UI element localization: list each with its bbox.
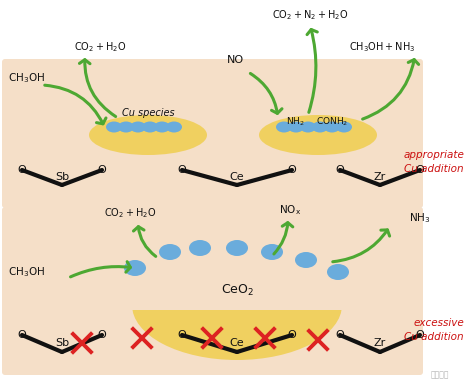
Text: O: O bbox=[288, 330, 296, 340]
Text: O: O bbox=[416, 165, 424, 175]
Text: Sb: Sb bbox=[55, 172, 69, 182]
Text: appropriate
Cu addition: appropriate Cu addition bbox=[403, 150, 464, 174]
Text: O: O bbox=[98, 330, 106, 340]
Text: $\mathregular{CH_3OH + NH_3}$: $\mathregular{CH_3OH + NH_3}$ bbox=[349, 40, 415, 54]
Text: $\mathregular{CH_3OH}$: $\mathregular{CH_3OH}$ bbox=[8, 265, 45, 279]
FancyBboxPatch shape bbox=[127, 250, 347, 310]
Text: Cu species: Cu species bbox=[122, 108, 174, 118]
Ellipse shape bbox=[106, 121, 122, 133]
Text: $\mathregular{NH_2}$: $\mathregular{NH_2}$ bbox=[285, 116, 304, 128]
Text: $\mathregular{NH_3}$: $\mathregular{NH_3}$ bbox=[409, 211, 431, 225]
Ellipse shape bbox=[154, 121, 170, 133]
Ellipse shape bbox=[166, 121, 182, 133]
Text: $\mathregular{NO_x}$: $\mathregular{NO_x}$ bbox=[279, 203, 301, 217]
Text: O: O bbox=[178, 165, 186, 175]
Text: Zr: Zr bbox=[374, 172, 386, 182]
Text: Zr: Zr bbox=[374, 338, 386, 348]
Text: 环境前沿: 环境前沿 bbox=[431, 371, 449, 379]
Text: $\mathregular{CO_2 + N_2 + H_2O}$: $\mathregular{CO_2 + N_2 + H_2O}$ bbox=[272, 8, 348, 22]
Ellipse shape bbox=[132, 250, 342, 360]
Ellipse shape bbox=[276, 121, 292, 133]
Text: $\mathregular{CO_2 + H_2O}$: $\mathregular{CO_2 + H_2O}$ bbox=[104, 206, 156, 220]
Text: Ce: Ce bbox=[230, 172, 244, 182]
Text: Sb: Sb bbox=[55, 338, 69, 348]
Ellipse shape bbox=[130, 121, 146, 133]
Ellipse shape bbox=[159, 244, 181, 260]
Ellipse shape bbox=[336, 121, 352, 133]
Ellipse shape bbox=[142, 121, 158, 133]
Text: NO: NO bbox=[227, 55, 244, 65]
Ellipse shape bbox=[327, 264, 349, 280]
Text: O: O bbox=[416, 330, 424, 340]
Text: O: O bbox=[18, 165, 27, 175]
Text: $\mathregular{CeO_2}$: $\mathregular{CeO_2}$ bbox=[220, 282, 254, 298]
Text: O: O bbox=[178, 330, 186, 340]
Text: Ce: Ce bbox=[230, 338, 244, 348]
Ellipse shape bbox=[118, 121, 134, 133]
Ellipse shape bbox=[189, 240, 211, 256]
Ellipse shape bbox=[312, 121, 328, 133]
Ellipse shape bbox=[324, 121, 340, 133]
Ellipse shape bbox=[300, 121, 316, 133]
Text: $\mathregular{CH_3OH}$: $\mathregular{CH_3OH}$ bbox=[8, 71, 45, 85]
Text: $\mathregular{CO_2 + H_2O}$: $\mathregular{CO_2 + H_2O}$ bbox=[74, 40, 126, 54]
Text: O: O bbox=[336, 330, 345, 340]
Ellipse shape bbox=[261, 244, 283, 260]
FancyBboxPatch shape bbox=[2, 59, 423, 208]
Ellipse shape bbox=[288, 121, 304, 133]
Text: O: O bbox=[98, 165, 106, 175]
Ellipse shape bbox=[226, 240, 248, 256]
FancyBboxPatch shape bbox=[2, 207, 423, 375]
Text: O: O bbox=[288, 165, 296, 175]
Text: O: O bbox=[18, 330, 27, 340]
Ellipse shape bbox=[259, 115, 377, 155]
Ellipse shape bbox=[89, 115, 207, 155]
Text: $\mathregular{CONH_2}$: $\mathregular{CONH_2}$ bbox=[316, 116, 348, 128]
Ellipse shape bbox=[295, 252, 317, 268]
Text: excessive
Cu addition: excessive Cu addition bbox=[404, 318, 464, 342]
Text: O: O bbox=[336, 165, 345, 175]
Ellipse shape bbox=[124, 260, 146, 276]
